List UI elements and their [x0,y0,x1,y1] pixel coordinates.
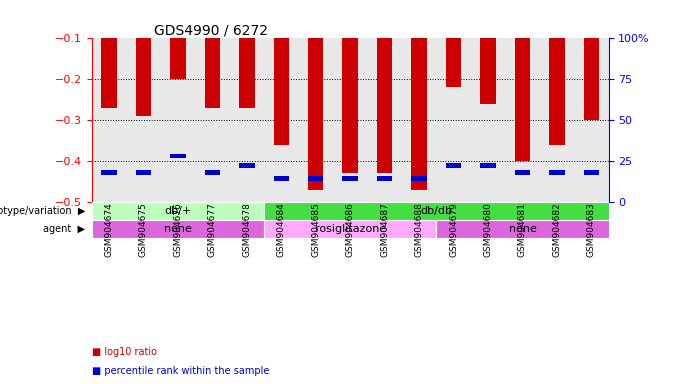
Text: GSM904683: GSM904683 [587,202,596,257]
Text: ■ log10 ratio: ■ log10 ratio [92,347,157,357]
Text: rosiglitazone: rosiglitazone [315,224,386,234]
Bar [411,38,427,190]
Bar [273,177,289,181]
Bar [549,170,564,175]
Text: GSM904676: GSM904676 [173,202,182,257]
Text: GSM904678: GSM904678 [242,202,252,257]
Bar [308,177,324,181]
Bar [343,177,358,181]
Bar [377,177,392,181]
Text: GSM904685: GSM904685 [311,202,320,257]
Text: GSM904681: GSM904681 [518,202,527,257]
Bar [205,38,220,108]
Bar [136,170,151,175]
Bar [377,38,392,173]
Bar [446,38,461,88]
Bar [205,170,220,175]
Bar [239,38,254,108]
Bar [136,38,151,116]
Text: GSM904680: GSM904680 [483,202,492,257]
Text: GSM904684: GSM904684 [277,202,286,257]
Bar [264,220,437,238]
Bar [515,38,530,161]
Bar [239,163,254,168]
Bar [480,163,496,168]
Text: GSM904688: GSM904688 [415,202,424,257]
Text: none: none [164,224,192,234]
Text: GSM904682: GSM904682 [552,202,562,257]
Text: ■ percentile rank within the sample: ■ percentile rank within the sample [92,366,269,376]
Text: agent  ▶: agent ▶ [43,224,85,234]
Text: GSM904686: GSM904686 [345,202,355,257]
Bar [446,163,461,168]
Text: none: none [509,224,537,234]
Text: GSM904679: GSM904679 [449,202,458,257]
Bar [273,38,289,145]
Bar [343,38,358,173]
Bar [101,170,117,175]
Bar [549,38,564,145]
Text: db/+: db/+ [165,206,192,216]
Bar [437,220,609,238]
Text: GSM904687: GSM904687 [380,202,389,257]
Bar [92,202,264,220]
Bar [308,38,324,190]
Bar [411,177,427,181]
Bar [583,170,599,175]
Bar [583,38,599,120]
Text: GSM904677: GSM904677 [208,202,217,257]
Text: db/db: db/db [420,206,452,216]
Bar [170,38,186,79]
Bar [101,38,117,108]
Text: GDS4990 / 6272: GDS4990 / 6272 [154,23,268,37]
Text: genotype/variation  ▶: genotype/variation ▶ [0,206,85,216]
Bar [170,154,186,159]
Text: GSM904675: GSM904675 [139,202,148,257]
Text: GSM904674: GSM904674 [105,202,114,257]
Bar [92,220,264,238]
Bar [480,38,496,104]
Bar [515,170,530,175]
Bar [264,202,609,220]
